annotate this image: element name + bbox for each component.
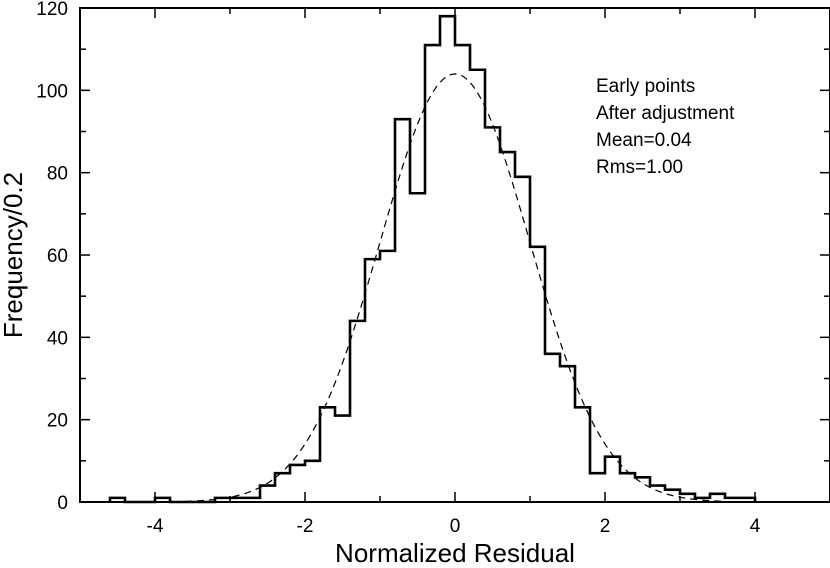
y-tick-label: 60	[47, 246, 68, 267]
x-tick-label: 2	[600, 516, 611, 537]
annotation-line: Mean=0.04	[596, 130, 692, 151]
x-tick-label: 0	[450, 516, 461, 537]
x-tick-label: -2	[297, 516, 314, 537]
axis-ticks	[79, 7, 830, 503]
y-tick-label: 100	[36, 81, 68, 102]
annotation-line: Early points	[596, 76, 695, 97]
y-tick-label: 40	[47, 328, 68, 349]
y-tick-label: 0	[57, 493, 68, 514]
y-tick-label: 80	[47, 164, 68, 185]
histogram-step-line	[108, 14, 757, 504]
y-tick-label: 20	[47, 411, 68, 432]
annotation-line: After adjustment	[596, 103, 735, 124]
x-tick-label: 4	[750, 516, 761, 537]
y-tick-label: 120	[36, 0, 68, 20]
annotation-line: Rms=1.00	[596, 157, 683, 178]
x-axis-title: Normalized Residual	[335, 538, 575, 568]
annotation-block: Early points After adjustment Mean=0.04 Rms…	[596, 76, 735, 178]
x-tick-label: -4	[147, 516, 164, 537]
y-axis-title: Frequency/0.2	[0, 172, 28, 338]
